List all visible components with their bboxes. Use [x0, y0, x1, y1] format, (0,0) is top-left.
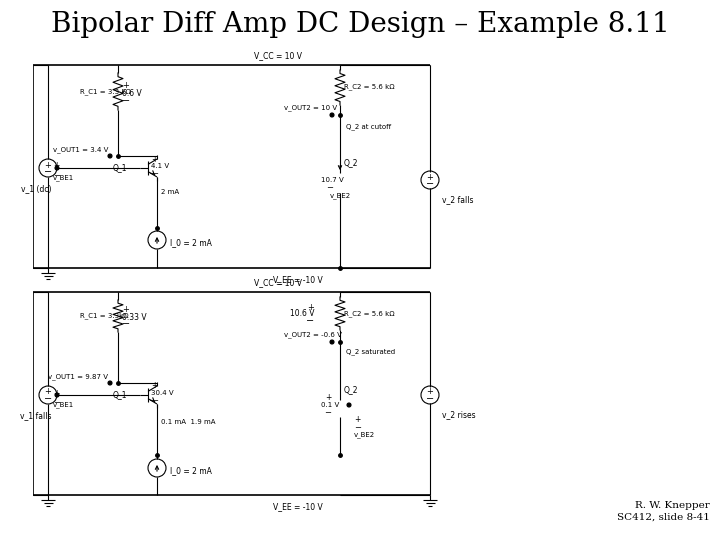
Text: V_CC = 10 V: V_CC = 10 V [254, 278, 302, 287]
Text: +: + [426, 388, 433, 396]
Text: Q_1: Q_1 [113, 390, 127, 400]
Text: Q_2: Q_2 [344, 159, 359, 167]
Text: 2 mA: 2 mA [161, 189, 179, 195]
Text: −: − [53, 399, 60, 408]
Text: v_BE2: v_BE2 [330, 193, 351, 199]
Text: 0.1 V: 0.1 V [321, 402, 339, 408]
Text: −: − [122, 319, 130, 329]
Text: Q_2 at cutoff: Q_2 at cutoff [346, 123, 391, 130]
Text: v_OUT2 = 10 V: v_OUT2 = 10 V [284, 104, 337, 111]
Text: −: − [151, 170, 158, 179]
Text: 10.6 V: 10.6 V [289, 309, 314, 319]
Text: +: + [307, 302, 314, 312]
Text: +: + [151, 381, 158, 390]
Text: v_1 (dc): v_1 (dc) [21, 184, 51, 193]
Text: −: − [426, 394, 434, 404]
Text: +: + [45, 388, 51, 396]
Text: −: − [426, 179, 434, 189]
Text: +: + [354, 415, 361, 424]
Circle shape [55, 393, 59, 397]
Text: v_2 rises: v_2 rises [442, 410, 476, 420]
Circle shape [55, 166, 59, 170]
Text: 0.1 mA  1.9 mA: 0.1 mA 1.9 mA [161, 419, 215, 425]
Text: −: − [325, 408, 331, 417]
Text: v_OUT2 = -0.6 V: v_OUT2 = -0.6 V [284, 331, 342, 338]
Text: v_BE1: v_BE1 [53, 401, 74, 408]
Text: −: − [44, 167, 52, 177]
Circle shape [330, 113, 334, 117]
Text: 10.7 V: 10.7 V [320, 177, 343, 183]
Circle shape [108, 154, 112, 158]
Text: R. W. Knepper: R. W. Knepper [635, 501, 710, 510]
Text: +: + [426, 172, 433, 181]
Text: v_BE1: v_BE1 [53, 174, 74, 181]
Text: +: + [53, 161, 59, 171]
Text: −: − [354, 423, 361, 433]
Text: Q_1: Q_1 [113, 164, 127, 172]
Text: v_1 falls: v_1 falls [20, 411, 52, 420]
Text: +: + [53, 388, 59, 397]
Text: 4.1 V: 4.1 V [151, 163, 169, 169]
Text: V_EE = -10 V: V_EE = -10 V [273, 502, 323, 511]
Text: 6.6 V: 6.6 V [122, 89, 142, 98]
Text: v_OUT1 = 9.87 V: v_OUT1 = 9.87 V [48, 373, 108, 380]
Text: Q_2 saturated: Q_2 saturated [346, 348, 395, 355]
Text: V_CC = 10 V: V_CC = 10 V [254, 51, 302, 60]
Text: SC412, slide 8-41: SC412, slide 8-41 [617, 513, 710, 522]
Text: −: − [326, 184, 333, 192]
Text: R_C1 = 3.3 kΩ: R_C1 = 3.3 kΩ [80, 89, 131, 96]
Text: +: + [122, 82, 129, 91]
Text: R_C2 = 5.6 kΩ: R_C2 = 5.6 kΩ [344, 84, 395, 90]
Text: 0.33 V: 0.33 V [122, 313, 147, 321]
Circle shape [108, 381, 112, 385]
Text: R_C1 = 3.3kΩ: R_C1 = 3.3kΩ [80, 313, 129, 319]
Text: −: − [53, 172, 60, 180]
Circle shape [347, 403, 351, 407]
Text: +: + [325, 393, 331, 402]
Circle shape [330, 340, 334, 344]
Text: v_2 falls: v_2 falls [442, 195, 474, 205]
Text: −: − [44, 394, 52, 404]
Text: R_C2 = 5.6 kΩ: R_C2 = 5.6 kΩ [344, 310, 395, 318]
Text: +: + [151, 154, 158, 164]
Text: +: + [45, 160, 51, 170]
Text: +: + [122, 306, 129, 314]
Text: −: − [122, 96, 130, 106]
Text: 30.4 V: 30.4 V [151, 390, 174, 396]
Text: Q_2: Q_2 [344, 386, 359, 395]
Text: I_0 = 2 mA: I_0 = 2 mA [170, 239, 212, 247]
Text: V_EE = -10 V: V_EE = -10 V [273, 275, 323, 284]
Text: Bipolar Diff Amp DC Design – Example 8.11: Bipolar Diff Amp DC Design – Example 8.1… [50, 11, 670, 38]
Text: I_0 = 2 mA: I_0 = 2 mA [170, 467, 212, 476]
Text: −: − [151, 396, 158, 406]
Text: v_OUT1 = 3.4 V: v_OUT1 = 3.4 V [53, 146, 108, 153]
Text: −: − [306, 316, 314, 326]
Text: v_BE2: v_BE2 [354, 431, 375, 438]
